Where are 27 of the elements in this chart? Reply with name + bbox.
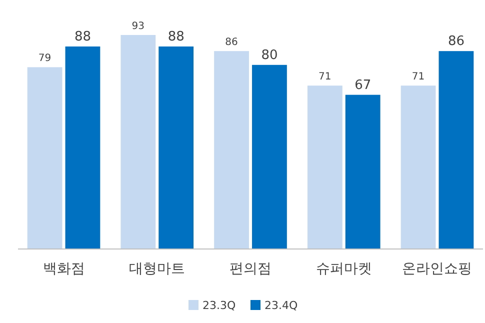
legend-label: 23.3Q [202,299,236,312]
bar [252,64,287,249]
data-label: 93 [132,20,145,32]
bar [158,46,194,249]
data-label: 80 [261,48,278,63]
bar [214,51,249,249]
bar [345,94,380,249]
data-label: 67 [354,78,372,93]
x-tick-label: 온라인쇼핑 [402,261,472,277]
legend-label: 23.4Q [264,299,298,312]
bar [400,86,436,249]
bar [120,34,156,249]
bar [65,46,100,249]
x-tick-label: 편의점 [230,261,272,277]
x-tick-label: 슈퍼마켓 [316,261,372,277]
bar [438,51,474,249]
data-label: 86 [448,34,464,50]
data-label: 88 [74,29,91,44]
bar [307,86,342,249]
data-label: 71 [318,72,332,83]
bar [27,67,62,249]
data-label: 79 [38,53,52,64]
data-label: 86 [225,37,238,48]
data-label: 71 [412,72,425,83]
data-label: 88 [168,29,184,44]
x-tick-label: 대형마트 [129,261,186,277]
x-tick-label: 백화점 [42,261,85,277]
